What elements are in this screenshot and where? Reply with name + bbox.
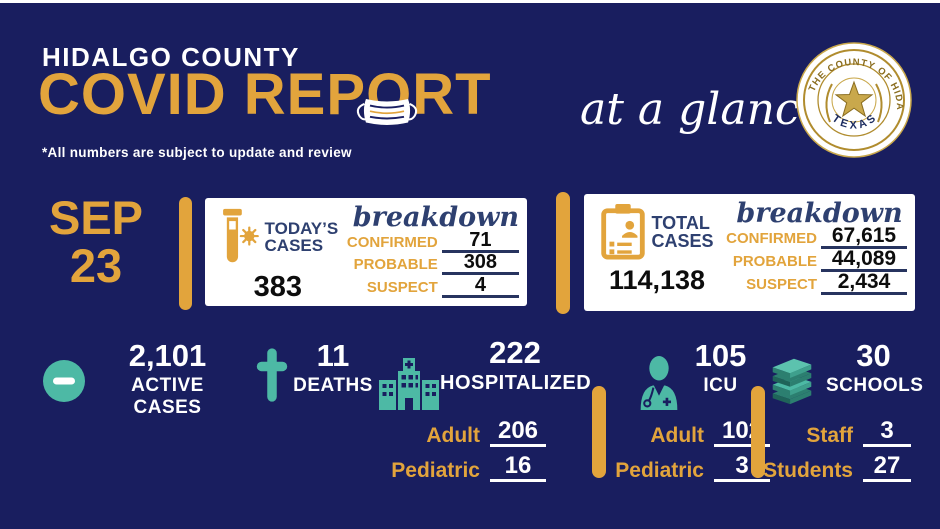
sub-row: Students 27 bbox=[763, 454, 911, 482]
doctor-icon bbox=[640, 356, 678, 410]
test-tube-icon bbox=[222, 208, 259, 263]
sub-row: Staff 3 bbox=[776, 419, 911, 447]
title-post: RT bbox=[412, 62, 492, 127]
breakdown-heading: breakdown bbox=[736, 198, 903, 229]
divider-bar bbox=[179, 197, 192, 310]
schools-stat: 30 SCHOOLS bbox=[826, 338, 924, 396]
hospitalized-breakdown: Adult 206 Pediatric 16 bbox=[391, 419, 546, 489]
report-date: SEP 23 bbox=[28, 194, 164, 290]
breakdown-row: SUSPECT 4 bbox=[339, 275, 519, 298]
todays-cases-total: 383 bbox=[253, 271, 303, 303]
divider-bar bbox=[592, 386, 606, 478]
hospital-icon bbox=[379, 358, 439, 410]
breakdown-row: PROBABLE 44,089 bbox=[718, 248, 907, 273]
minus-circle-icon bbox=[43, 360, 85, 402]
schools-breakdown: Staff 3 Students 27 bbox=[763, 419, 911, 489]
active-cases-stat: 2,101 ACTIVE CASES bbox=[128, 338, 207, 418]
county-heading: HIDALGO COUNTY bbox=[42, 42, 300, 72]
title-pre: COVID REP bbox=[38, 62, 367, 127]
title-masked-letter: O bbox=[356, 66, 418, 125]
clipboard-icon bbox=[601, 204, 646, 260]
breakdown-row: PROBABLE 308 bbox=[339, 252, 519, 276]
books-icon bbox=[772, 358, 812, 405]
icu-breakdown: Adult 102 Pediatric 3 bbox=[615, 419, 770, 489]
sub-row: Adult 206 bbox=[398, 419, 546, 447]
total-cases-total: 114,138 bbox=[608, 265, 706, 295]
divider-bar bbox=[751, 386, 765, 478]
deaths-stat: 11 DEATHS bbox=[293, 338, 373, 396]
date-day: 23 bbox=[69, 238, 123, 292]
breakdown-row: CONFIRMED 67,615 bbox=[718, 225, 907, 250]
cross-icon bbox=[256, 348, 288, 402]
date-month: SEP bbox=[48, 191, 144, 244]
card-title: TOTAL CASES bbox=[651, 212, 714, 251]
hospitalized-stat: 222 HOSPITALIZED bbox=[440, 335, 592, 394]
county-seal-logo: THE COUNTY OF HIDALGO TEXAS bbox=[796, 42, 912, 158]
divider-bar bbox=[556, 192, 570, 314]
sub-row: Adult 102 bbox=[624, 419, 770, 447]
sub-row: Pediatric 3 bbox=[615, 454, 770, 482]
face-mask-icon bbox=[356, 99, 418, 125]
todays-cases-card: TODAY’S CASES 383 breakdown CONFIRMED 71… bbox=[205, 198, 527, 306]
icu-stat: 105 ICU bbox=[694, 338, 747, 396]
disclaimer-note: *All numbers are subject to update and r… bbox=[42, 145, 352, 160]
breakdown-row: SUSPECT 2,434 bbox=[718, 271, 907, 296]
breakdown-heading: breakdown bbox=[352, 202, 519, 233]
page-title: COVID REPO RT bbox=[38, 66, 492, 125]
total-cases-card: TOTAL CASES 114,138 breakdown CONFIRMED … bbox=[584, 194, 915, 311]
card-title: TODAY’S CASES bbox=[264, 218, 339, 255]
top-white-strip bbox=[0, 0, 940, 3]
sub-row: Pediatric 16 bbox=[391, 454, 546, 482]
breakdown-row: CONFIRMED 71 bbox=[339, 230, 519, 253]
